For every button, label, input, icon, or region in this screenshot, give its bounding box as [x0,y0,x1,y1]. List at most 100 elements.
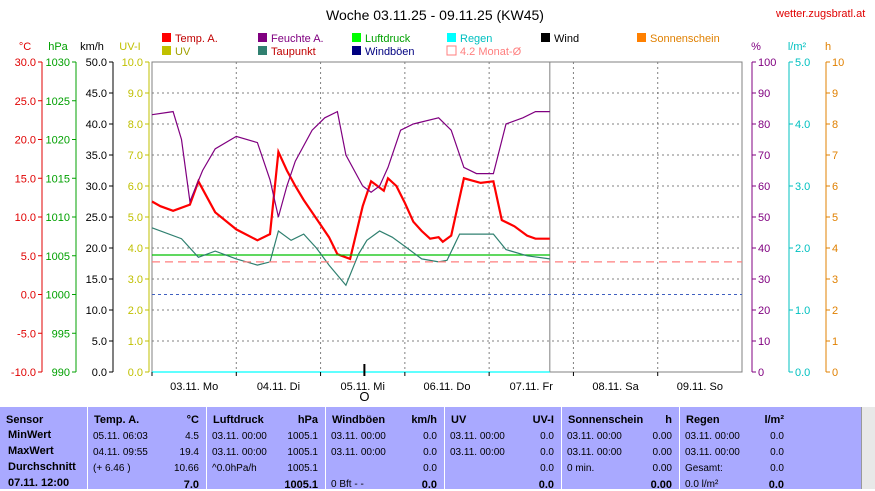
legend-label: Windböen [365,46,415,58]
column-unit: UV-I [532,414,554,426]
axis-tick-label: 4.0 [795,119,810,131]
axis-tick-label: -5.0 [17,328,36,340]
axis-tick-label: 8 [832,119,838,131]
cell-time: 05.11. 06:03 [93,431,148,442]
cell-value: 0.0 [423,431,437,442]
axis-tick-label: 40 [758,243,770,255]
axis-tick-label: 70 [758,150,770,162]
legend-label: Wind [554,33,579,45]
row-label: MaxWert [8,445,54,457]
axis-tick-label: 1015 [46,173,70,185]
axis-tick-label: 1030 [46,57,70,69]
axis-tick-label: 15.0 [86,274,107,286]
axis-unit: h [825,41,831,53]
time-marker-label: O [359,389,369,404]
axis-tick-label: 10.0 [86,305,107,317]
cell-value: 0.0 [423,463,437,474]
axis-tick-label: 2.0 [795,243,810,255]
legend-swatch [162,46,171,55]
axis-tick-label: 5.0 [128,212,143,224]
column-divider [561,407,562,489]
axis-tick-label: 40.0 [86,119,107,131]
axis-tick-label: 35.0 [86,150,107,162]
cell-time: 03.11. 00:00 [450,431,505,442]
series-line [151,147,550,261]
axis-tick-label: 0 [832,367,838,379]
column-divider [87,407,88,489]
axis-tick-label: 3 [832,274,838,286]
axis-tick-label: 30 [758,274,770,286]
chart-axes: °C30.025.020.015.010.05.00.0-5.0-10.0hPa… [11,41,844,379]
site-link[interactable]: wetter.zugsbratl.at [776,8,866,20]
cell-value: 7.0 [183,479,199,491]
x-tick-label: 03.11. Mo [170,381,218,393]
column-header: Regen [686,414,720,426]
axis-tick-label: 0.0 [92,367,107,379]
axis-tick-label: 2 [832,305,838,317]
cell-value: 19.4 [179,447,199,458]
axis-tick-label: 25.0 [86,212,107,224]
axis-tick-label: 9.0 [128,88,143,100]
axis-tick-label: 30.0 [86,181,107,193]
cell-value: 1005.1 [287,431,318,442]
cell-value: 0.00 [652,447,672,458]
axis-tick-label: 4 [832,243,838,255]
axis-tick-label: 20 [758,305,770,317]
axis-tick-label: 90 [758,88,770,100]
axis-tick-label: 6 [832,181,838,193]
axis-unit: °C [19,41,31,53]
series-line [151,227,550,287]
column-unit: l/m² [764,414,784,426]
column-unit: °C [186,414,199,426]
legend-swatch [162,33,171,42]
legend-swatch [637,33,646,42]
legend-swatch [541,33,550,42]
cell-value: 0.0 [538,479,554,491]
cell-value: 0.0 [540,463,554,474]
cell-value: 0.0 [540,431,554,442]
axis-unit: km/h [80,41,104,53]
legend-label: 4.2 Monat-Ø [460,46,522,58]
axis-tick-label: 0.0 [21,290,36,302]
axis-tick-label: 7 [832,150,838,162]
axis-tick-label: 0 [758,367,764,379]
chart-series [151,110,742,373]
x-tick-label: 05.11. Mi [340,381,384,393]
cell-value: 1005.1 [287,463,318,474]
axis-tick-label: 995 [52,328,70,340]
axis-tick-label: -10.0 [11,367,36,379]
cell-time: 03.11. 00:00 [212,431,267,442]
legend-label: Luftdruck [365,33,411,45]
legend-label: Sonnenschein [650,33,720,45]
column-unit: hPa [297,414,318,426]
chart-legend: Temp. A. Feuchte A. Luftdruck Regen Wind Sonn… [162,33,720,58]
axis-tick-label: 25.0 [15,96,36,108]
chart-title: Woche 03.11.25 - 09.11.25 (KW45) [326,7,544,23]
axis-unit: l/m² [788,41,807,53]
chart-grid [151,61,743,373]
column-divider [679,407,680,489]
cell-value: 0.0 [770,447,784,458]
axis-tick-label: 1025 [46,96,70,108]
weather-chart: Woche 03.11.25 - 09.11.25 (KW45) Temp. A… [11,7,844,404]
axis-unit: % [751,41,761,53]
axis-tick-label: 50 [758,212,770,224]
axis-tick-label: 0.0 [128,367,143,379]
cell-time: 04.11. 09:55 [93,447,148,458]
cell-time: 03.11. 00:00 [450,447,505,458]
axis-unit: hPa [48,41,68,53]
legend-label: UV [175,46,191,58]
legend-label: Feuchte A. [271,33,324,45]
axis-tick-label: 50.0 [86,57,107,69]
axis-tick-label: 5 [832,212,838,224]
scrollbar[interactable] [861,407,875,489]
column-header: Sonnenschein [568,414,644,426]
legend-swatch [446,45,457,56]
legend-label: Taupunkt [271,46,316,58]
cell-value: 0.00 [650,479,672,491]
axis-tick-label: 8.0 [128,119,143,131]
axis-tick-label: 30.0 [15,57,36,69]
cell-time: 03.11. 00:00 [567,431,622,442]
stats-panel: Sensor Temp. A. °C Luftdruck hPa Windböen km/h… [0,407,875,491]
column-divider [206,407,207,489]
